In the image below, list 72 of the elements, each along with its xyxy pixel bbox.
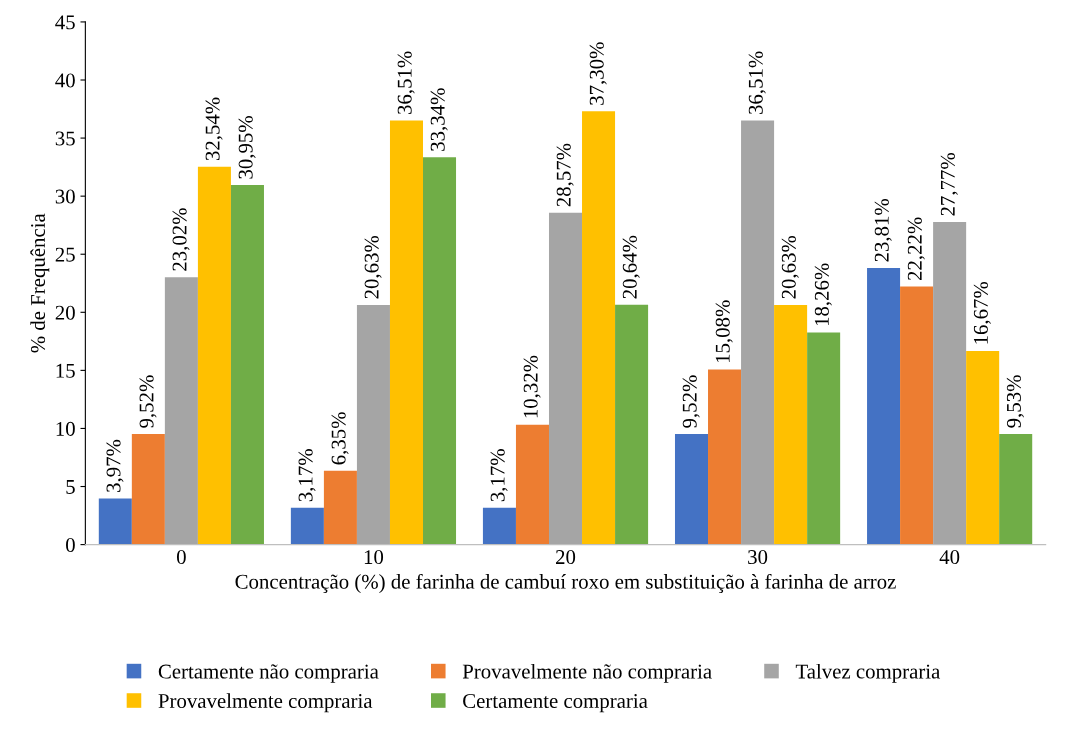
data-label: 28,57% (556, 143, 574, 207)
data-label: 20,63% (364, 235, 382, 299)
y-tick-label: 45 (55, 15, 75, 30)
bar (290, 507, 324, 545)
data-label: 33,34% (430, 88, 448, 151)
data-label: 20,64% (622, 235, 640, 299)
data-label: 22,22% (907, 217, 925, 281)
data-label: 10,32% (523, 355, 541, 418)
data-label: 32,54% (205, 97, 223, 161)
y-tick-label: 5 (66, 480, 75, 494)
data-label: 9,52% (682, 375, 700, 428)
bar (197, 166, 231, 545)
y-tick-label: 35 (55, 131, 75, 146)
bar (674, 434, 709, 545)
legend-label: Certamente compraria (463, 694, 648, 713)
bar (131, 434, 165, 545)
bar (774, 304, 808, 545)
legend-label: Provavelmente compraria (158, 693, 373, 713)
data-label: 9,53% (1006, 375, 1024, 428)
y-tick-label: 30 (55, 189, 75, 204)
data-label: 16,67% (973, 281, 991, 344)
bar (323, 470, 357, 545)
data-label: 23,81% (874, 198, 892, 262)
data-label: 3,17% (298, 449, 316, 502)
data-label: 20,63% (781, 235, 799, 299)
y-tick-label: 10 (56, 421, 75, 436)
y-tick-label: 20 (55, 305, 75, 320)
y-tick-label: 0 (66, 537, 75, 553)
bar (807, 332, 841, 545)
bar (582, 111, 616, 545)
data-label: 3,17% (490, 449, 508, 502)
bar (356, 304, 390, 545)
data-label: 6,35% (331, 412, 349, 465)
legend-label: Provavelmente não compraria (462, 663, 712, 683)
data-label: 37,30% (589, 42, 607, 105)
bar (615, 304, 649, 545)
bar (999, 433, 1033, 545)
bar (741, 120, 775, 545)
bar (966, 350, 1000, 545)
bar (900, 286, 934, 545)
bar (548, 212, 583, 545)
bar (708, 369, 742, 545)
data-label: 36,51% (748, 51, 766, 114)
bar (423, 157, 457, 545)
x-tick-label: 30 (748, 550, 768, 565)
bar (98, 498, 132, 545)
x-tick-label: 10 (364, 550, 384, 565)
x-axis-title: Concentração (%) de farinha de cambuí roxo em substituição à farinha de arroz (235, 573, 896, 594)
legend-label: Certamente não compraria (158, 664, 379, 683)
x-tick-label: 0 (176, 550, 186, 565)
data-label: 9,52% (139, 375, 157, 428)
x-tick-label: 40 (939, 550, 960, 565)
y-tick-label: 15 (56, 363, 75, 378)
x-tick-label: 20 (556, 550, 576, 565)
data-label: 36,51% (397, 51, 415, 114)
data-label: 30,95% (238, 116, 256, 179)
bar (867, 268, 901, 545)
data-label: 15,08% (715, 300, 733, 363)
legend-label: Talvez compraria (795, 663, 941, 683)
data-label: 27,77% (940, 152, 958, 216)
y-axis-title: % de Frequência (30, 213, 50, 353)
bar (389, 120, 423, 545)
bar (933, 222, 967, 545)
data-label: 23,02% (172, 208, 190, 271)
data-label: 3,97% (106, 439, 124, 492)
y-tick-label: 25 (55, 247, 75, 262)
bar (482, 507, 516, 545)
y-tick-label: 40 (55, 73, 75, 88)
bar (230, 185, 264, 545)
data-label: 18,26% (814, 263, 832, 326)
bar (515, 424, 549, 545)
bar (164, 277, 198, 545)
